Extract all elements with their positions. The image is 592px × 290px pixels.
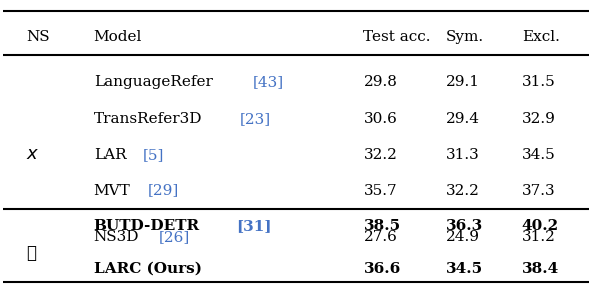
Text: 31.2: 31.2 — [522, 231, 556, 244]
Text: Model: Model — [94, 30, 142, 44]
Text: LanguageRefer: LanguageRefer — [94, 75, 213, 89]
Text: LAR: LAR — [94, 148, 126, 162]
Text: [23]: [23] — [239, 113, 271, 126]
Text: [43]: [43] — [253, 75, 284, 89]
Text: LARC (Ours): LARC (Ours) — [94, 262, 202, 276]
Text: Excl.: Excl. — [522, 30, 559, 44]
Text: [5]: [5] — [143, 148, 164, 162]
Text: 35.7: 35.7 — [363, 184, 397, 197]
Text: 32.9: 32.9 — [522, 113, 556, 126]
Text: NS3D: NS3D — [94, 231, 139, 244]
Text: [31]: [31] — [236, 219, 272, 233]
Text: 30.6: 30.6 — [363, 113, 397, 126]
Text: 36.6: 36.6 — [363, 262, 401, 276]
Text: 38.5: 38.5 — [363, 219, 401, 233]
Text: 29.8: 29.8 — [363, 75, 397, 89]
Text: 40.2: 40.2 — [522, 219, 559, 233]
Text: MVT: MVT — [94, 184, 130, 197]
Text: TransRefer3D: TransRefer3D — [94, 113, 202, 126]
Text: ✓: ✓ — [26, 244, 36, 262]
Text: 34.5: 34.5 — [522, 148, 555, 162]
Text: 34.5: 34.5 — [446, 262, 482, 276]
Text: $\mathit{x}$: $\mathit{x}$ — [26, 145, 40, 163]
Text: BUTD-DETR: BUTD-DETR — [94, 219, 200, 233]
Text: 36.3: 36.3 — [446, 219, 483, 233]
Text: [29]: [29] — [147, 184, 179, 197]
Text: 24.9: 24.9 — [446, 231, 480, 244]
Text: NS: NS — [26, 30, 50, 44]
Text: [26]: [26] — [159, 231, 190, 244]
Text: Test acc.: Test acc. — [363, 30, 431, 44]
Text: 32.2: 32.2 — [363, 148, 397, 162]
Text: 31.5: 31.5 — [522, 75, 555, 89]
Text: 38.4: 38.4 — [522, 262, 559, 276]
Text: 27.6: 27.6 — [363, 231, 397, 244]
Text: 37.3: 37.3 — [522, 184, 555, 197]
Text: 29.4: 29.4 — [446, 113, 480, 126]
Text: 31.3: 31.3 — [446, 148, 480, 162]
Text: 29.1: 29.1 — [446, 75, 480, 89]
Text: 32.2: 32.2 — [446, 184, 480, 197]
Text: Sym.: Sym. — [446, 30, 484, 44]
